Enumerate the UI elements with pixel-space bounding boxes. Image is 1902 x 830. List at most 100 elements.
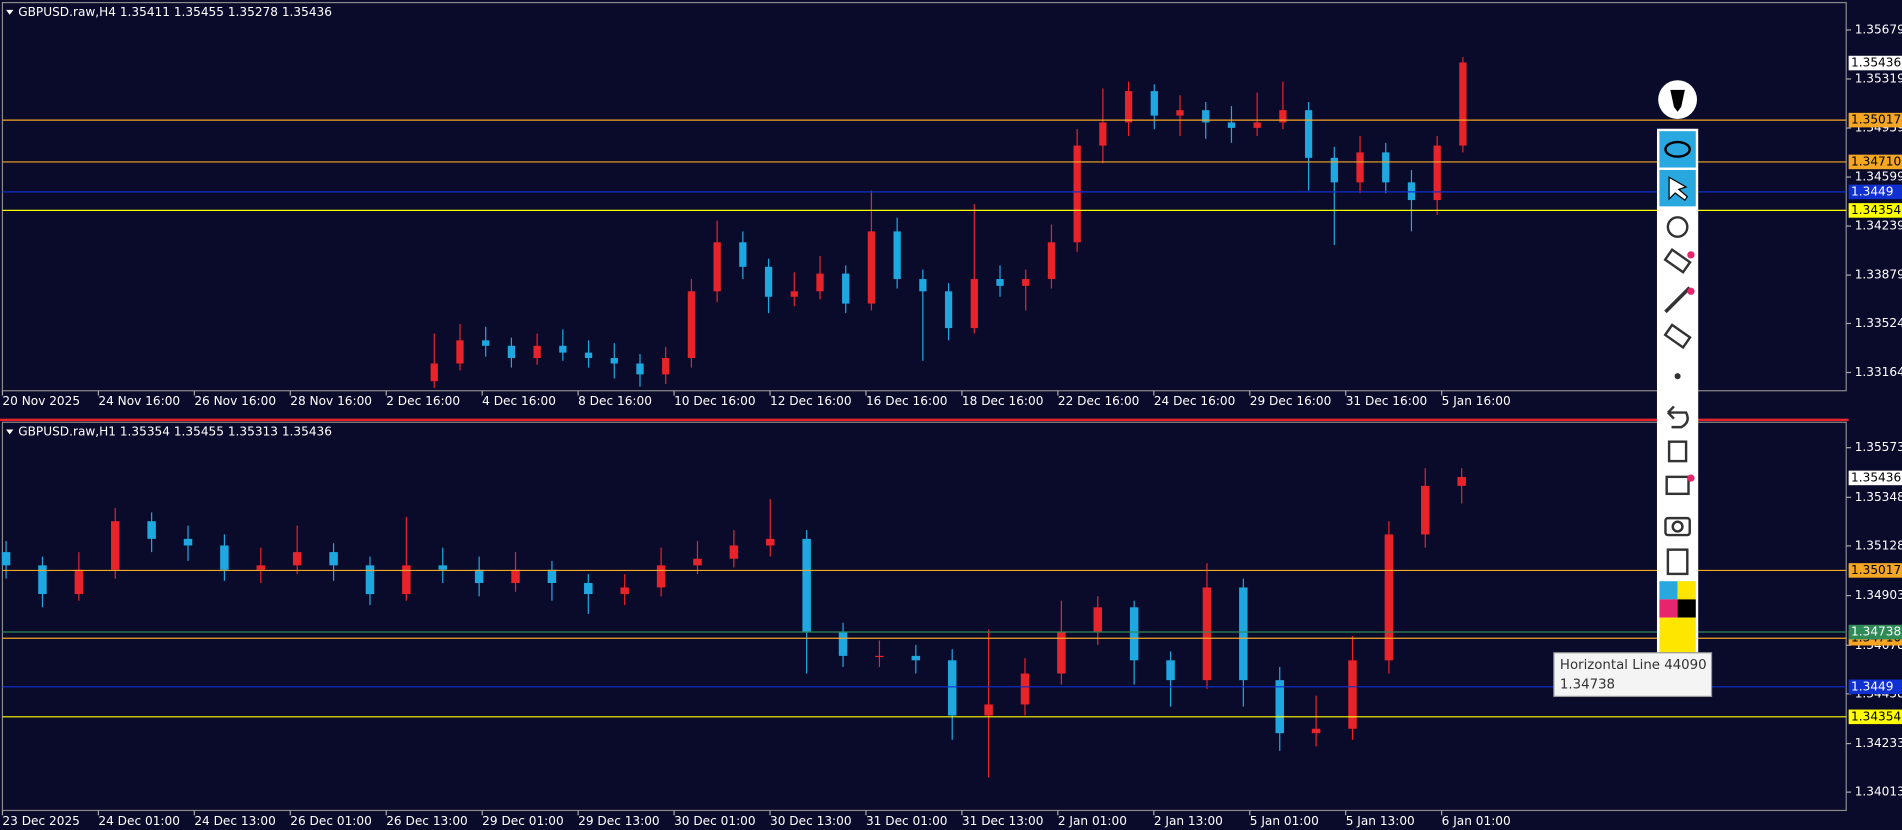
candle-body [1330,157,1338,183]
candle-body [1421,485,1430,535]
color-yellow[interactable] [1677,581,1696,600]
candle-body [1227,122,1236,128]
candle-body [365,565,375,595]
candle-body [984,704,993,716]
color-black[interactable] [1677,599,1696,618]
chart-title: GBPUSD.raw,H4 1.35411 1.35455 1.35278 1.… [18,5,332,19]
x-tick-label: 18 Dec 16:00 [962,394,1044,408]
toolbar [1656,80,1699,658]
color-selected[interactable] [1659,617,1696,656]
badge [1687,474,1695,482]
price-label: 1.34354 [1851,709,1901,723]
undo-button[interactable] [1667,405,1689,429]
x-tick-label: 26 Nov 16:00 [194,394,276,408]
candle-body [74,569,84,595]
tooltip: Horizontal Line 44090 1.34738 [1553,652,1713,698]
price-label: 1.34738 [1851,625,1901,639]
candle-body [1253,122,1261,128]
y-tick-label: 1.35348 [1855,490,1902,504]
candle-body [1459,62,1467,146]
candle-body [911,655,921,661]
price-label: 1.35017 [1851,113,1901,127]
ruler-tool[interactable] [1663,323,1692,350]
x-tick-label: 31 Dec 16:00 [1346,394,1428,408]
x-tick-label: 12 Dec 16:00 [770,394,852,408]
candle-body [739,242,747,267]
price-label: 1.34710 [1851,154,1901,168]
color-magenta[interactable] [1659,599,1678,618]
price-label-box [1848,203,1902,218]
candle-body [1129,607,1139,661]
price-label-box [1848,55,1902,71]
candle-body [147,521,156,539]
price-label: 1.35436 [1851,56,1901,70]
dot-tool[interactable] [1674,373,1681,380]
candle-body [1020,673,1030,705]
eraser-button[interactable] [1663,248,1692,274]
template-button[interactable] [1665,475,1690,496]
chart-title: GBPUSD.raw,H1 1.35354 1.35455 1.35313 1.… [18,424,332,438]
y-tick-label: 1.33164 [1855,365,1902,379]
x-tick-label: 29 Dec 16:00 [1250,394,1332,408]
eye-icon [1664,140,1691,158]
candle-body [1202,587,1212,681]
x-tick-label: 5 Jan 16:00 [1442,394,1511,408]
x-tick-label: 16 Dec 16:00 [866,394,948,408]
candle-body [693,558,702,566]
candle-body [547,569,557,584]
y-tick-label: 1.34903 [1855,588,1902,602]
price-label-box [1848,184,1902,200]
x-tick-label: 24 Dec 13:00 [194,814,276,828]
x-tick-label: 8 Dec 16:00 [578,394,652,408]
y-tick-label: 1.34233 [1855,736,1902,750]
candle-body [1057,631,1066,674]
screenshot-button[interactable] [1664,516,1691,537]
candle-body [687,291,696,359]
magnet-button[interactable] [1666,216,1689,238]
candle-body [970,279,978,329]
x-tick-label: 29 Dec 13:00 [578,814,660,828]
chart-frame [1,1,1847,392]
x-tick-label: 5 Jan 13:00 [1346,814,1415,828]
tooltip-title: Horizontal Line 44090 [1560,658,1707,673]
x-tick-label: 23 Dec 2025 [2,814,79,828]
badge [1687,287,1695,295]
candle-body [584,583,593,595]
pen-icon [1670,89,1685,112]
x-tick-label: 10 Dec 16:00 [674,394,756,408]
x-tick-label: 28 Nov 16:00 [290,394,372,408]
candle-body [1407,182,1416,201]
x-tick-label: 24 Nov 16:00 [98,394,180,408]
candle-body [456,340,464,364]
price-label: 1.35436 [1851,470,1901,484]
candle-body [482,340,490,346]
candle-body [110,521,120,570]
price-label-box [1848,112,1902,128]
y-tick-label: 1.35319 [1855,71,1902,85]
color-cyan[interactable] [1659,581,1678,600]
toolbar-panel [1656,128,1699,658]
x-tick-label: 5 Jan 01:00 [1250,814,1319,828]
delete-button[interactable] [1667,440,1688,463]
separator [0,418,1849,422]
x-tick-label: 30 Dec 01:00 [674,814,756,828]
candle-body [1166,660,1175,681]
tooltip-value: 1.34738 [1560,677,1615,692]
candle-body [656,565,666,588]
x-tick-label: 29 Dec 01:00 [482,814,564,828]
price-label-box [1848,624,1902,640]
candle-body [329,552,338,566]
line-tool[interactable] [1664,286,1692,314]
lens [1671,520,1684,533]
price-label: 1.34354 [1851,203,1901,217]
candle-body [610,358,618,364]
y-tick-label: 1.35573 [1855,440,1902,454]
candle-body [402,565,411,595]
candle-body [1348,660,1357,729]
candle-body [802,538,811,632]
price-label: 1.3449 [1851,679,1893,693]
candle-body [1457,477,1466,486]
candle-body [1275,680,1284,734]
clipboard-button[interactable] [1666,548,1689,576]
